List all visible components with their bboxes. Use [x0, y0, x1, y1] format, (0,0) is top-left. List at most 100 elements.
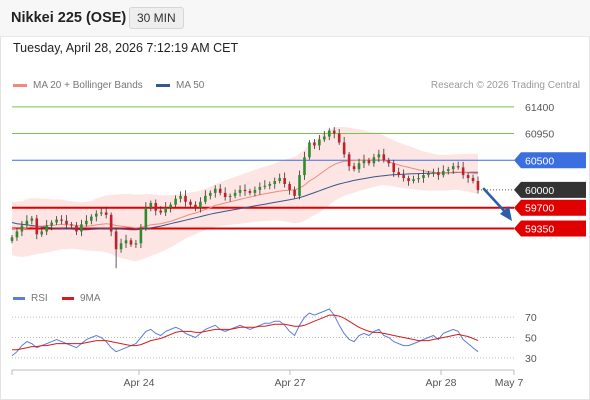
candle-body	[412, 179, 415, 182]
candle-body	[119, 243, 123, 250]
candle-body	[189, 201, 192, 205]
ma20-legend-label: MA 20 + Bollinger Bands	[33, 80, 143, 91]
candle-body	[323, 136, 326, 140]
x-tick-label-apr-27: Apr 27	[275, 377, 306, 389]
candle-body	[397, 172, 400, 176]
instrument-title: Nikkei 225 (OSE)	[11, 10, 127, 26]
candle-body	[179, 195, 182, 199]
level-label-60950: 60950	[525, 129, 554, 141]
candle-body	[476, 181, 480, 190]
rsi-tick-70: 70	[525, 312, 537, 324]
candle-body	[80, 224, 83, 232]
candle-body	[461, 167, 465, 176]
candle-body	[268, 183, 272, 186]
candle-body	[40, 231, 44, 235]
candle-body	[238, 189, 242, 193]
rsi-line	[11, 308, 479, 357]
candle-body	[407, 178, 410, 182]
legend-rsi-ma: 9MA	[62, 293, 101, 304]
candle-body	[332, 130, 336, 134]
candle-body	[417, 178, 420, 180]
level-label-60500: 60500	[525, 155, 554, 167]
x-tick-label-apr-28: Apr 28	[426, 377, 457, 389]
candle-body	[10, 237, 14, 241]
candle-body	[402, 175, 405, 179]
legend-ma20: MA 20 + Bollinger Bands	[13, 80, 143, 91]
candle-body	[208, 192, 212, 196]
level-label-59350: 59350	[525, 223, 554, 235]
candle-body	[382, 154, 386, 161]
chart-header: Nikkei 225 (OSE) 30 MIN	[0, 0, 590, 37]
candle-body	[233, 192, 237, 196]
rsi-ma-line	[12, 314, 479, 351]
candle-body	[288, 183, 291, 190]
level-label-60000: 60000	[525, 185, 554, 197]
research-credit: Research © 2026 Trading Central	[430, 80, 580, 91]
candle-body	[174, 198, 177, 205]
candle-body	[451, 166, 455, 170]
candle-body	[298, 175, 301, 196]
ma50-line	[11, 171, 479, 231]
candle-body	[70, 224, 73, 226]
candle-body	[248, 191, 252, 193]
candle-body	[432, 172, 435, 174]
x-tick-label-may-7: May 7	[495, 377, 524, 389]
candle-body	[362, 160, 366, 164]
candle-body	[303, 157, 306, 176]
candle-body	[278, 178, 282, 182]
rsi-ma-swatch	[62, 296, 74, 300]
candle-body	[446, 169, 450, 171]
ma50-swatch	[156, 83, 170, 87]
candle-body	[243, 189, 247, 192]
candle-body	[293, 189, 296, 196]
candle-body	[352, 166, 356, 170]
level-tag-59350	[514, 220, 586, 237]
candle-body	[466, 175, 470, 179]
candle-body	[456, 166, 460, 168]
candle-body	[218, 188, 222, 193]
candle-body	[327, 130, 331, 137]
candle-body	[283, 178, 286, 184]
candle-body	[99, 212, 103, 214]
candle-body	[367, 160, 371, 164]
candle-body	[25, 220, 29, 226]
candle-body	[75, 225, 78, 232]
candle-body	[159, 210, 163, 213]
candle-body	[213, 188, 217, 193]
candle-body	[129, 240, 133, 245]
candle-body	[377, 154, 381, 158]
candle-body	[253, 189, 257, 193]
candle-body	[342, 142, 346, 155]
candle-body	[258, 186, 262, 190]
rsi-swatch	[13, 296, 25, 300]
level-label-59700: 59700	[525, 203, 554, 215]
level-tag-60000	[514, 181, 586, 198]
candle-body	[85, 220, 88, 225]
rsi-ma-legend-label: 9MA	[80, 293, 101, 304]
candle-body	[273, 181, 277, 184]
level-tag-60500	[514, 152, 586, 169]
legend-ma50: MA 50	[156, 80, 204, 91]
candle-body	[422, 175, 425, 179]
candle-body	[263, 185, 267, 187]
candle-body	[228, 195, 232, 198]
candle-body	[427, 173, 430, 176]
legend-rsi: RSI	[13, 293, 48, 304]
ma20-line	[11, 159, 479, 230]
candle-body	[194, 204, 197, 208]
chart-datetime: Tuesday, April 28, 2026 7:12:19 AM CET	[13, 41, 239, 55]
candle-body	[94, 213, 98, 217]
candle-body	[441, 170, 445, 176]
candle-body	[169, 204, 172, 208]
candle-body	[114, 231, 118, 250]
candle-body	[164, 207, 167, 213]
ma50-legend-label: MA 50	[176, 80, 205, 91]
timeframe-button[interactable]: 30 MIN	[129, 7, 184, 29]
level-label-61400: 61400	[525, 102, 554, 114]
candle-body	[337, 133, 341, 143]
candle-body	[154, 202, 158, 211]
ma20-swatch	[13, 83, 27, 87]
candle-body	[471, 178, 475, 182]
candle-body	[357, 163, 361, 170]
